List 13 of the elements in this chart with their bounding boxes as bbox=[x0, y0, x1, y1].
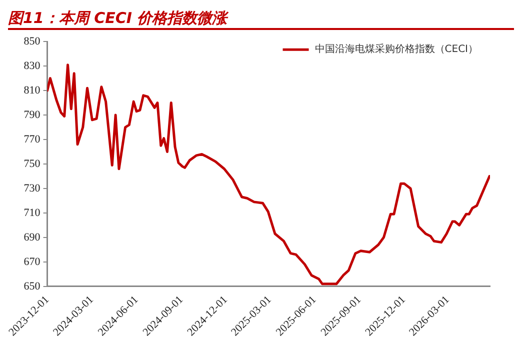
y-tick-label: 750 bbox=[24, 158, 41, 170]
y-tick-label: 790 bbox=[24, 108, 41, 121]
y-tick-label: 710 bbox=[24, 206, 41, 219]
y-tick-label: 810 bbox=[24, 84, 41, 96]
y-tick-label: 730 bbox=[24, 182, 41, 194]
chart-title: 图11：本周 CECI 价格指数微涨 bbox=[8, 8, 230, 28]
legend-label: 中国沿海电煤采购价格指数（CECI） bbox=[314, 43, 478, 56]
y-tick-label: 690 bbox=[24, 231, 41, 244]
y-tick-label: 770 bbox=[24, 133, 41, 146]
y-tick-label: 830 bbox=[24, 60, 41, 72]
y-tick-label: 850 bbox=[24, 35, 41, 48]
y-tick-label: 670 bbox=[24, 256, 41, 268]
y-tick-label: 650 bbox=[24, 280, 41, 292]
